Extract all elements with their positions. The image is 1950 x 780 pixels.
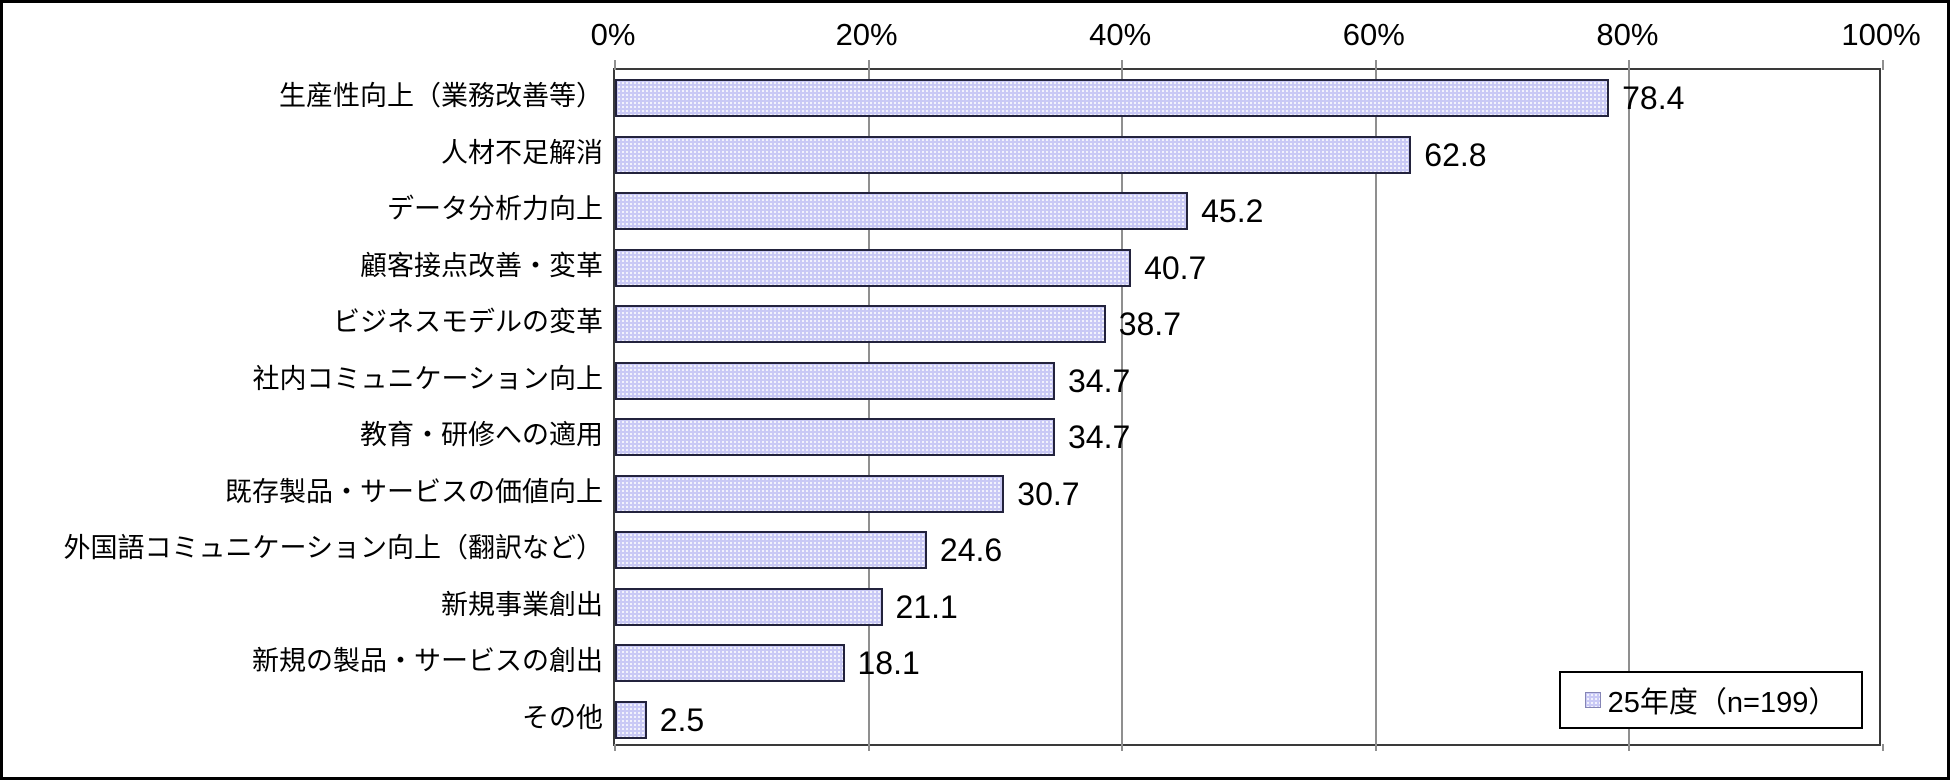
axis-tick-mark [867,744,870,751]
legend-label: 25年度（n=199） [1607,687,1838,719]
category-label: 教育・研修への適用 [360,420,603,450]
bar [615,474,1005,513]
x-axis-tick-label: 80% [1596,17,1659,52]
bar [615,361,1055,400]
category-label: データ分析力向上 [387,194,603,224]
x-axis-tick-label: 100% [1841,17,1921,52]
bar-row: 78.4 [615,70,1879,127]
bar-row: 34.7 [615,353,1879,410]
category-label: 新規事業創出 [441,589,603,620]
value-label: 24.6 [939,532,1003,568]
bar [615,305,1106,343]
gridline [1374,70,1377,744]
gridline [1628,70,1631,744]
axis-tick-mark [1628,744,1631,751]
axis-tick-mark [1374,744,1377,751]
value-label: 34.7 [1067,419,1131,455]
axis-tick-mark [1882,744,1884,751]
axis-tick-mark [614,744,616,751]
bar-row: 45.2 [615,183,1879,240]
category-axis-labels: 生産性向上（業務改善等） 人材不足解消データ分析力向上顧客接点改善・変革ビジネスモ… [9,68,603,746]
axis-tick-mark [1628,60,1631,70]
plot-area: 78.4 62.8 45.2 40.7 38.7 34.7 34.7 30.7 24.6 21.1… [613,60,1884,751]
category-label: 人材不足解消 [441,137,603,168]
category-label: 生産性向上（業務改善等） [279,81,603,111]
bar-rows: 78.4 62.8 45.2 40.7 38.7 34.7 34.7 30.7 24.6 21.1… [615,70,1879,744]
bar-row: 62.8 [615,127,1879,184]
category-label: 社内コミュニケーション向上 [252,363,603,394]
axis-tick-mark [1121,60,1124,70]
legend-swatch-icon [1584,692,1601,708]
bar [615,644,845,682]
bar [615,248,1132,287]
axis-tick-mark [867,60,870,70]
x-axis-tick-label: 60% [1342,17,1405,52]
gridline [867,70,870,744]
bar-row: 21.1 [615,579,1879,636]
bar-row: 2.5 [615,692,1879,749]
value-label: 45.2 [1201,193,1264,229]
bar [615,79,1610,117]
x-axis-tick-label: 0% [590,17,636,52]
value-label: 2.5 [659,701,705,738]
bar [615,587,883,626]
axis-tick-mark [1121,744,1124,751]
value-label: 30.7 [1017,475,1080,512]
category-label: 既存製品・サービスの価値向上 [225,476,603,507]
bar-row: 18.1 [615,635,1879,692]
value-label: 78.4 [1622,80,1685,116]
value-label: 18.1 [857,645,920,681]
bar [615,135,1412,174]
category-label: ビジネスモデルの変革 [333,307,603,337]
category-label: その他 [522,702,603,733]
value-label: 34.7 [1067,362,1131,399]
bar [615,700,647,739]
bar-row: 30.7 [615,466,1879,523]
bar [615,192,1189,230]
axis-tick-mark [614,60,616,70]
axis-tick-mark [1374,60,1377,70]
x-axis-tick-label: 20% [835,17,898,52]
value-label: 40.7 [1144,249,1207,286]
bar-row: 40.7 [615,240,1879,297]
value-label: 38.7 [1118,306,1181,342]
gridline [1121,70,1124,744]
axis-tick-mark [1882,60,1884,70]
category-label: 外国語コミュニケーション向上（翻訳など） [63,533,603,563]
bar-row: 38.7 [615,296,1879,353]
value-label: 21.1 [895,588,958,625]
value-label: 62.8 [1424,136,1487,173]
category-label: 顧客接点改善・変革 [360,250,603,281]
bar-row: 24.6 [615,522,1879,579]
x-axis-tick-label: 40% [1089,17,1152,52]
bar [615,531,927,569]
legend: 25年度（n=199） [1559,671,1863,729]
bar [615,418,1055,456]
bar-row: 34.7 [615,409,1879,466]
category-label: 新規の製品・サービスの創出 [252,646,603,676]
